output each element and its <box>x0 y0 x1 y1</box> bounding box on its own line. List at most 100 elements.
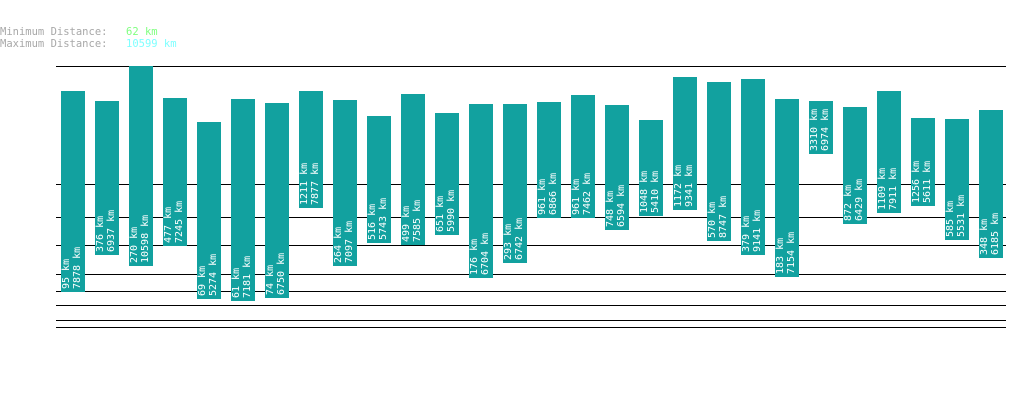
range-bar-rect <box>231 99 255 301</box>
bar-max-label: 7245 km <box>174 201 185 243</box>
bar-min-label: 376 km <box>95 216 106 252</box>
range-bar-rect <box>571 95 595 218</box>
range-bar-17: 748 km 6594 km <box>605 105 629 230</box>
range-bar-26: 1256 km 5611 km <box>911 118 935 206</box>
range-bar-rect <box>129 66 153 266</box>
bar-max-label: 5274 km <box>208 254 219 296</box>
range-bar-23: 3310 km 6974 km <box>809 101 833 154</box>
bar-min-label: 293 km <box>503 224 514 260</box>
bar-min-label: 961 km <box>571 179 582 215</box>
range-bar-rect <box>945 119 969 240</box>
range-bar-6: 61 km 7181 km <box>231 99 255 301</box>
bar-min-label: 585 km <box>945 201 956 237</box>
range-bar-28: 348 km 6185 km <box>979 110 1003 258</box>
min-distance-label: Minimum Distance: <box>0 26 108 38</box>
bar-max-label: 7877 km <box>310 163 321 205</box>
max-distance-row: Maximum Distance: 10599 km <box>0 38 177 50</box>
range-bar-rect <box>197 122 221 299</box>
bar-max-label: 5531 km <box>956 195 967 237</box>
range-bar-rect <box>95 101 119 255</box>
range-bar-rect <box>299 91 323 208</box>
range-bar-2: 376 km 6937 km <box>95 101 119 255</box>
range-bar-25: 1109 km 7911 km <box>877 91 901 213</box>
range-bar-rect <box>503 104 527 263</box>
bar-max-label: 5410 km <box>650 171 661 213</box>
max-distance-value: 10599 km <box>126 38 177 50</box>
bar-max-label: 6974 km <box>820 109 831 151</box>
range-bar-20: 570 km 8747 km <box>707 82 731 241</box>
range-bar-4: 477 km 7245 km <box>163 98 187 246</box>
bar-max-label: 6750 km <box>276 253 287 295</box>
bar-max-label: 6866 km <box>548 173 559 215</box>
range-bar-5: 69 km 5274 km <box>197 122 221 299</box>
bar-max-label: 7154 km <box>786 232 797 274</box>
bar-min-label: 264 km <box>333 227 344 263</box>
range-bar-14: 293 km 6742 km <box>503 104 527 263</box>
bar-max-label: 8747 km <box>718 196 729 238</box>
bar-max-label: 9141 km <box>752 210 763 252</box>
bar-min-label: 95 km <box>61 259 72 289</box>
range-bar-9: 264 km 7097 km <box>333 100 357 266</box>
bar-min-label: 1109 km <box>877 168 888 210</box>
range-bar-rect <box>911 118 935 206</box>
bar-max-label: 6937 km <box>106 210 117 252</box>
bar-max-label: 9341 km <box>684 165 695 207</box>
bar-max-label: 7878 km <box>72 247 83 289</box>
range-bar-rect <box>163 98 187 246</box>
range-bar-rect <box>639 120 663 216</box>
range-bar-rect <box>605 105 629 230</box>
bar-min-label: 1256 km <box>911 161 922 203</box>
distance-stats: Minimum Distance: 62 km Maximum Distance:… <box>0 26 177 50</box>
bar-min-label: 69 km <box>197 266 208 296</box>
chart-bars: 95 km 7878 km 376 km 6937 km 270 km 10598 km 4… <box>61 66 1003 301</box>
bar-min-label: 270 km <box>129 227 140 263</box>
bar-max-label: 6742 km <box>514 218 525 260</box>
range-bar-18: 1048 km 5410 km <box>639 120 663 216</box>
bar-max-label: 6185 km <box>990 213 1001 255</box>
range-bar-rect <box>537 102 561 218</box>
range-bar-rect <box>61 91 85 292</box>
bar-min-label: 748 km <box>605 191 616 227</box>
bar-min-label: 3310 km <box>809 109 820 151</box>
range-bar-22: 183 km 7154 km <box>775 99 799 277</box>
bar-max-label: 5990 km <box>446 190 457 232</box>
range-bar-12: 651 km 5990 km <box>435 113 459 235</box>
bar-min-label: 516 km <box>367 204 378 240</box>
bar-min-label: 570 km <box>707 202 718 238</box>
range-bar-rect <box>707 82 731 241</box>
bar-max-label: 7911 km <box>888 168 899 210</box>
bar-max-label: 6704 km <box>480 233 491 275</box>
bar-min-label: 651 km <box>435 196 446 232</box>
min-distance-value: 62 km <box>126 26 158 38</box>
bar-min-label: 176 km <box>469 239 480 275</box>
bar-min-label: 1172 km <box>673 165 684 207</box>
range-bar-16: 961 km 7462 km <box>571 95 595 218</box>
range-bar-rect <box>265 103 289 298</box>
range-bar-rect <box>401 94 425 245</box>
bar-max-label: 10598 km <box>140 215 151 263</box>
range-bar-15: 961 km 6866 km <box>537 102 561 218</box>
range-bar-rect <box>775 99 799 277</box>
bar-max-label: 6594 km <box>616 185 627 227</box>
bar-min-label: 183 km <box>775 238 786 274</box>
range-bar-rect <box>877 91 901 213</box>
range-bar-10: 516 km 5743 km <box>367 116 391 243</box>
range-bar-19: 1172 km 9341 km <box>673 77 697 210</box>
range-bar-13: 176 km 6704 km <box>469 104 493 278</box>
min-distance-row: Minimum Distance: 62 km <box>0 26 177 38</box>
bar-min-label: 74 km <box>265 265 276 295</box>
bar-max-label: 5743 km <box>378 198 389 240</box>
range-bar-8: 1211 km 7877 km <box>299 91 323 208</box>
range-bar-21: 379 km 9141 km <box>741 79 765 255</box>
bar-max-label: 7585 km <box>412 200 423 242</box>
bar-min-label: 961 km <box>537 179 548 215</box>
range-bar-rect <box>367 116 391 243</box>
bar-max-label: 6429 km <box>854 179 865 221</box>
range-bar-24: 872 km 6429 km <box>843 107 867 224</box>
range-bar-rect <box>673 77 697 210</box>
range-bar-1: 95 km 7878 km <box>61 91 85 292</box>
max-distance-label: Maximum Distance: <box>0 38 108 50</box>
range-bar-7: 74 km 6750 km <box>265 103 289 298</box>
bar-max-label: 7097 km <box>344 221 355 263</box>
